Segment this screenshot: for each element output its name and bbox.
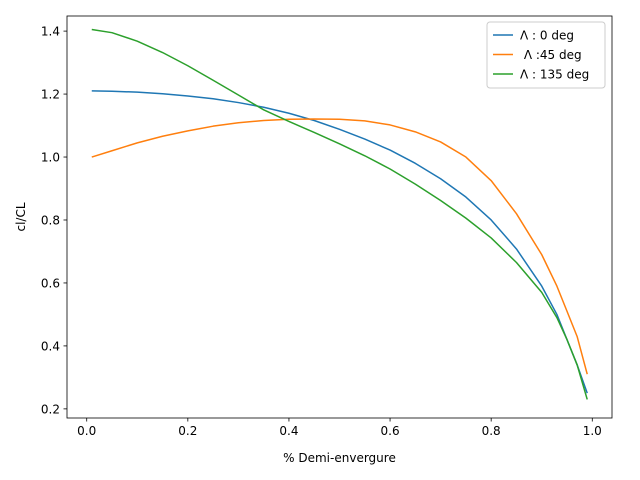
legend-label-0: Λ : 0 deg <box>520 29 574 43</box>
x-axis-label: % Demi-envergure <box>283 451 396 465</box>
y-tick-label: 1.4 <box>41 25 60 39</box>
x-tick-label: 0.0 <box>77 424 96 438</box>
legend-box <box>486 21 606 89</box>
y-tick-label: 0.8 <box>41 213 60 227</box>
plot-lines <box>91 28 588 400</box>
legend-label-1: Λ :45 deg <box>520 48 582 62</box>
x-tick-label: 0.6 <box>381 424 400 438</box>
x-tick-label: 1.0 <box>583 424 602 438</box>
axes-frame <box>66 15 613 419</box>
x-axis-ticks: 0.0 0.2 0.4 0.6 0.8 1.0 <box>77 418 602 438</box>
y-tick-label: 1.0 <box>41 151 60 165</box>
series-line-2 <box>91 28 588 400</box>
y-tick-label: 0.6 <box>41 276 60 290</box>
y-tick-label: 1.2 <box>41 88 60 102</box>
series-line-1 <box>91 118 588 375</box>
y-tick-label: 0.2 <box>41 402 60 416</box>
legend-label-2: Λ : 135 deg <box>520 68 589 82</box>
y-tick-label: 0.4 <box>41 339 60 353</box>
x-tick-label: 0.2 <box>178 424 197 438</box>
y-axis-label: cl/CL <box>14 202 28 231</box>
series-line-0 <box>91 90 588 394</box>
legend: Λ : 0 deg Λ :45 deg Λ : 135 deg <box>486 21 606 89</box>
y-axis-ticks: 0.2 0.4 0.6 0.8 1.0 1.2 1.4 <box>41 25 67 416</box>
x-tick-label: 0.8 <box>482 424 501 438</box>
x-tick-label: 0.4 <box>279 424 298 438</box>
